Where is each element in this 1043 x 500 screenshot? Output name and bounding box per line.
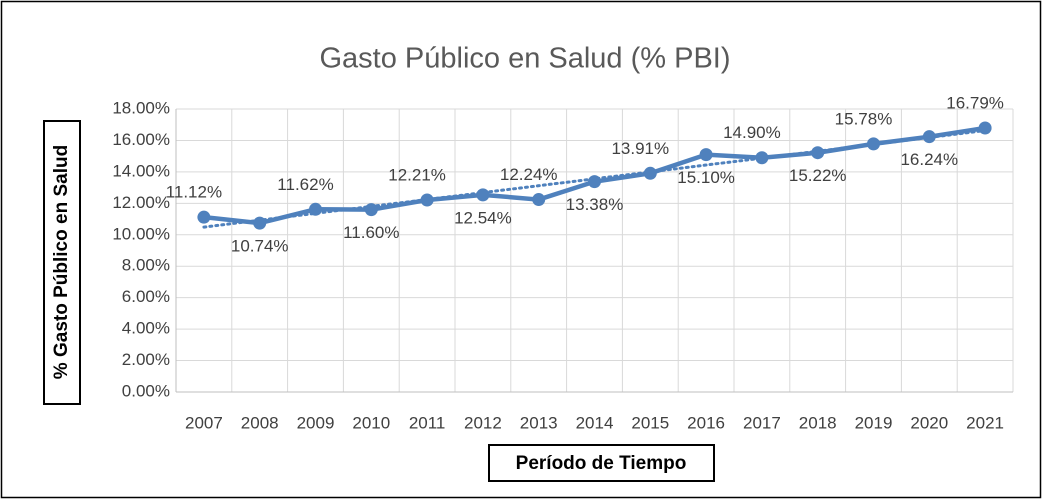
point — [420, 193, 434, 207]
x-tick-label: 2014 — [576, 413, 614, 432]
point — [643, 166, 657, 180]
y-tick-label: 2.00% — [122, 350, 170, 369]
x-tick-label: 2009 — [297, 413, 335, 432]
y-tick-label: 8.00% — [122, 256, 170, 275]
x-tick-label: 2008 — [241, 413, 279, 432]
point — [978, 121, 992, 135]
y-tick-label: 18.00% — [112, 98, 170, 117]
y-label-box — [43, 120, 81, 405]
point — [699, 148, 713, 162]
x-tick-label: 2021 — [966, 413, 1004, 432]
data-label: 15.22% — [789, 166, 847, 185]
point — [532, 193, 546, 207]
data-label: 13.38% — [566, 195, 624, 214]
point — [364, 203, 378, 217]
data-label: 12.54% — [454, 208, 512, 227]
data-label: 15.10% — [677, 168, 735, 187]
x-tick-label: 2016 — [687, 413, 725, 432]
point — [253, 216, 267, 230]
y-tick-label: 10.00% — [112, 224, 170, 243]
x-axis-label: Período de Tiempo — [516, 453, 687, 474]
x-tick-label: 2020 — [910, 413, 948, 432]
x-tick-label: 2011 — [409, 413, 446, 432]
x-tick-label: 2018 — [799, 413, 837, 432]
y-tick-label: 0.00% — [122, 381, 170, 400]
chart-title: Gasto Público en Salud (% PBI) — [319, 43, 730, 75]
data-label: 11.60% — [343, 223, 399, 242]
data-label: 12.21% — [388, 166, 446, 185]
y-tick-label: 4.00% — [122, 319, 170, 338]
point — [588, 175, 601, 189]
x-tick-label: 2012 — [464, 413, 502, 432]
x-label-box — [488, 444, 715, 482]
data-label: 11.62% — [277, 175, 333, 194]
data-label: 16.79% — [946, 94, 1004, 113]
point — [922, 130, 936, 144]
x-tick-label: 2019 — [855, 413, 893, 432]
x-tick-label: 2013 — [520, 413, 558, 432]
data-label: 16.24% — [900, 150, 958, 169]
data-label: 11.12% — [166, 183, 222, 202]
y-tick-label: 6.00% — [122, 287, 170, 306]
y-tick-label: 16.00% — [112, 130, 170, 149]
y-tick-label: 12.00% — [112, 193, 170, 212]
data-label: 12.24% — [500, 165, 558, 184]
point — [867, 137, 880, 151]
x-tick-label: 2017 — [743, 413, 781, 432]
y-axis-label: % Gasto Público en Salud — [51, 145, 72, 379]
point — [309, 202, 322, 216]
point — [197, 210, 211, 224]
x-tick-label: 2015 — [631, 413, 669, 432]
x-tick-label: 2010 — [352, 413, 390, 432]
point — [476, 188, 490, 202]
x-tick-label: 2007 — [185, 413, 223, 432]
y-tick-label: 14.00% — [112, 161, 170, 180]
data-label: 10.74% — [231, 237, 289, 256]
data-label: 14.90% — [723, 123, 781, 142]
data-label: 15.78% — [835, 109, 893, 128]
point — [755, 151, 769, 165]
data-label: 13.91% — [611, 139, 669, 158]
point — [811, 146, 825, 160]
